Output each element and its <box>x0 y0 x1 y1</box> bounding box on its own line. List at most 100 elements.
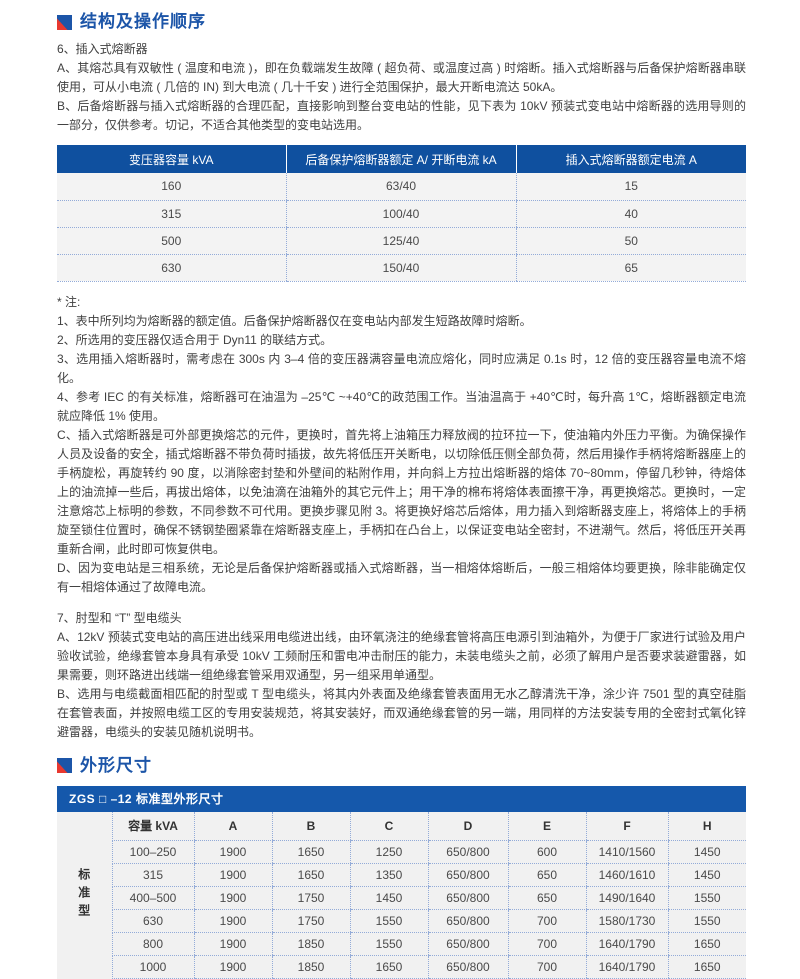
fuse-table-header-2: 插入式熔断器额定电流 A <box>516 145 746 173</box>
cable-paragraph-0: 7、肘型和 “T” 型电缆头 <box>57 609 746 628</box>
note-item-1: 2、所选用的变压器仅适合用于 Dyn11 的联结方式。 <box>57 331 746 350</box>
note-item-0: 1、表中所列均为熔断器的额定值。后备保护熔断器仅在变电站内部发生短路故障时熔断。 <box>57 312 746 331</box>
dimension-table-header-2: B <box>272 812 350 841</box>
fuse-table-cell: 500 <box>57 227 286 254</box>
note-item-3: 4、参考 IEC 的有关标准，熔断器可在油温为 –25℃ ~+40℃的政范围工作… <box>57 388 746 426</box>
dimension-table-header-1: A <box>194 812 272 841</box>
note-item-4: C、插入式熔断器是可外部更换熔芯的元件，更换时，首先将上油箱压力释放阀的拉环拉一… <box>57 426 746 559</box>
fuse-table-cell: 100/40 <box>286 200 516 227</box>
notes-items: 1、表中所列均为熔断器的额定值。后备保护熔断器仅在变电站内部发生短路故障时熔断。… <box>57 312 746 597</box>
note-item-2: 3、选用插入熔断器时，需考虑在 300s 内 3–4 倍的变压器满容量电流应熔化… <box>57 350 746 388</box>
note-item-5: D、因为变电站是三相系统，无论是后备保护熔断器或插入式熔断器，当一相熔体熔断后，… <box>57 559 746 597</box>
dimension-table-cell: 650 <box>508 864 586 887</box>
section-structure-title: 结构及操作顺序 <box>80 12 206 32</box>
dimension-table-cell: 1350 <box>350 864 428 887</box>
dimension-table-cell: 1550 <box>668 910 746 933</box>
dimension-table-side-label: 标准型 <box>57 812 112 979</box>
dimension-table-cell: 650/800 <box>428 887 508 910</box>
dimension-table-cell: 700 <box>508 956 586 979</box>
dimension-table-cell: 1750 <box>272 887 350 910</box>
dimension-table-title-bar: ZGS □ –12 标准型外形尺寸 <box>57 786 746 812</box>
dimension-table-cell: 1490/1640 <box>586 887 668 910</box>
dimension-table-cell: 315 <box>112 864 194 887</box>
fuse-table-cell: 65 <box>516 254 746 281</box>
dimension-table-cell: 650/800 <box>428 864 508 887</box>
dimension-table-cell: 1580/1730 <box>586 910 668 933</box>
fuse-table-cell: 40 <box>516 200 746 227</box>
dimension-table-header-5: E <box>508 812 586 841</box>
dimension-table-cell: 1450 <box>350 887 428 910</box>
dimension-table-cell: 1650 <box>272 864 350 887</box>
structure-paragraph-0: 6、插入式熔断器 <box>57 40 746 59</box>
dimension-table-header-0: 容量 kVA <box>112 812 194 841</box>
dimension-table-cell: 1650 <box>668 933 746 956</box>
dimension-table-cell: 1450 <box>668 841 746 864</box>
dimension-table-cell: 600 <box>508 841 586 864</box>
dimension-table-cell: 1450 <box>668 864 746 887</box>
dimension-table-cell: 100–250 <box>112 841 194 864</box>
dimension-table-header-6: F <box>586 812 668 841</box>
fuse-table-cell: 50 <box>516 227 746 254</box>
dimension-table-cell: 1900 <box>194 910 272 933</box>
dimension-table-cell: 1900 <box>194 864 272 887</box>
dimension-table-cell: 1750 <box>272 910 350 933</box>
dimension-table-cell: 1410/1560 <box>586 841 668 864</box>
fuse-table-cell: 15 <box>516 173 746 200</box>
dimension-table-cell: 1000 <box>112 956 194 979</box>
dimension-table-cell: 1850 <box>272 933 350 956</box>
structure-paragraph-2: B、后备熔断器与插入式熔断器的合理匹配，直接影响到整台变电站的性能，见下表为 1… <box>57 97 746 135</box>
fuse-table-header-0: 变压器容量 kVA <box>57 145 286 173</box>
fuse-table-cell: 315 <box>57 200 286 227</box>
dimension-table-cell: 630 <box>112 910 194 933</box>
notes-block: * 注: 1、表中所列均为熔断器的额定值。后备保护熔断器仅在变电站内部发生短路故… <box>57 293 746 597</box>
dimension-table-cell: 650/800 <box>428 841 508 864</box>
dimension-table-cell: 650/800 <box>428 910 508 933</box>
fuse-table-cell: 125/40 <box>286 227 516 254</box>
dimension-table-cell: 800 <box>112 933 194 956</box>
fuse-table-cell: 150/40 <box>286 254 516 281</box>
dimension-table-cell: 650/800 <box>428 933 508 956</box>
dimension-table-cell: 1550 <box>668 887 746 910</box>
dimension-table-cell: 1650 <box>668 956 746 979</box>
fuse-table-header-1: 后备保护熔断器额定 A/ 开断电流 kA <box>286 145 516 173</box>
dimension-table-header-3: C <box>350 812 428 841</box>
dimension-table-cell: 700 <box>508 910 586 933</box>
cable-paragraph-2: B、选用与电缆截面相匹配的肘型或 T 型电缆头，将其内外表面及绝缘套管表面用无水… <box>57 685 746 742</box>
section-structure-heading: 结构及操作顺序 <box>57 12 746 32</box>
dimension-table-cell: 1650 <box>272 841 350 864</box>
section-dimensions-title: 外形尺寸 <box>80 756 152 776</box>
dimension-table-cell: 1900 <box>194 956 272 979</box>
notes-label: * 注: <box>57 293 746 312</box>
fuse-table-cell: 160 <box>57 173 286 200</box>
section-dimensions-heading: 外形尺寸 <box>57 756 746 776</box>
dimension-table-cell: 1550 <box>350 933 428 956</box>
dimension-table-cell: 400–500 <box>112 887 194 910</box>
dimension-table-header-7: H <box>668 812 746 841</box>
dimension-table-cell: 1900 <box>194 841 272 864</box>
section-marker-icon <box>57 15 72 30</box>
dimension-table-cell: 1650 <box>350 956 428 979</box>
cable-paragraph-1: A、12kV 预装式变电站的高压进出线采用电缆进出线，由环氧浇注的绝缘套管将高压… <box>57 628 746 685</box>
section-marker-icon <box>57 758 72 773</box>
dimension-table-cell: 650/800 <box>428 956 508 979</box>
dimension-table-cell: 1550 <box>350 910 428 933</box>
dimension-table-cell: 1900 <box>194 933 272 956</box>
dimension-table-cell: 1850 <box>272 956 350 979</box>
